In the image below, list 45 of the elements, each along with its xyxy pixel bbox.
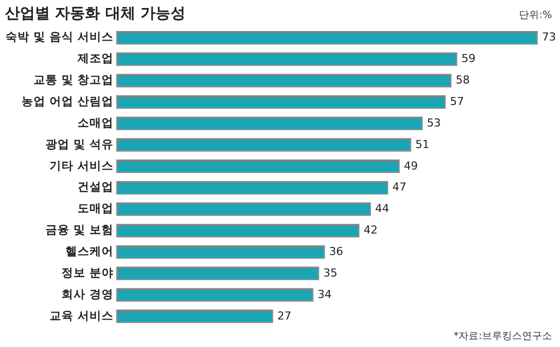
- data-label: 59: [461, 52, 476, 66]
- y-tick-label: 정보 분야: [61, 265, 114, 280]
- y-tick-label: 회사 경영: [61, 286, 114, 301]
- bar: [116, 310, 274, 324]
- data-label: 42: [364, 224, 378, 237]
- y-tick-label: 금융 및 보험: [45, 222, 114, 237]
- text: 단위:%: [519, 9, 552, 22]
- chart-title: 산업별 자동화 대체 가능성: [4, 4, 186, 22]
- bar: [116, 74, 452, 88]
- bar: [116, 266, 320, 280]
- data-label: 35: [323, 266, 338, 280]
- y-tick-label: 교통 및 창고업: [33, 72, 114, 87]
- bar: [116, 180, 388, 194]
- y-tick-label: 도매업: [78, 201, 114, 216]
- data-label: 44: [375, 202, 390, 216]
- bar: [116, 52, 458, 66]
- data-label: 36: [329, 245, 344, 258]
- bar: [116, 160, 400, 174]
- data-label: 51: [415, 138, 430, 151]
- bar: [116, 288, 314, 302]
- y-tick-label: 헬스케어: [66, 244, 114, 258]
- bar: [116, 95, 446, 109]
- bar: [116, 138, 412, 152]
- bar: [116, 30, 538, 44]
- data-label: 34: [318, 288, 332, 301]
- bar: [116, 224, 360, 238]
- y-tick-label: 광업 및 석유: [45, 136, 114, 151]
- data-label: 47: [392, 180, 406, 194]
- data-label: 27: [277, 309, 292, 322]
- y-tick-label: 농업 어업 산림업: [21, 94, 114, 108]
- bar: [116, 245, 325, 259]
- y-tick-label: 기타 서비스: [49, 158, 114, 172]
- data-label: 73: [542, 30, 556, 44]
- data-label: 53: [426, 116, 441, 130]
- data-label: 49: [404, 159, 418, 172]
- y-tick-label: 소매업: [78, 115, 114, 130]
- y-tick-label: 제조업: [76, 51, 114, 66]
- y-tick-label: 건설업: [78, 180, 114, 194]
- y-tick-label: 숙박 및 음식 서비스: [5, 30, 114, 44]
- y-tick-label: 교육 서비스: [49, 308, 114, 322]
- bar: [116, 202, 371, 216]
- bar: [116, 116, 423, 130]
- text: *자료:브루킹스연구소: [454, 330, 552, 343]
- data-label: 57: [450, 95, 464, 108]
- data-label: 58: [456, 74, 470, 87]
